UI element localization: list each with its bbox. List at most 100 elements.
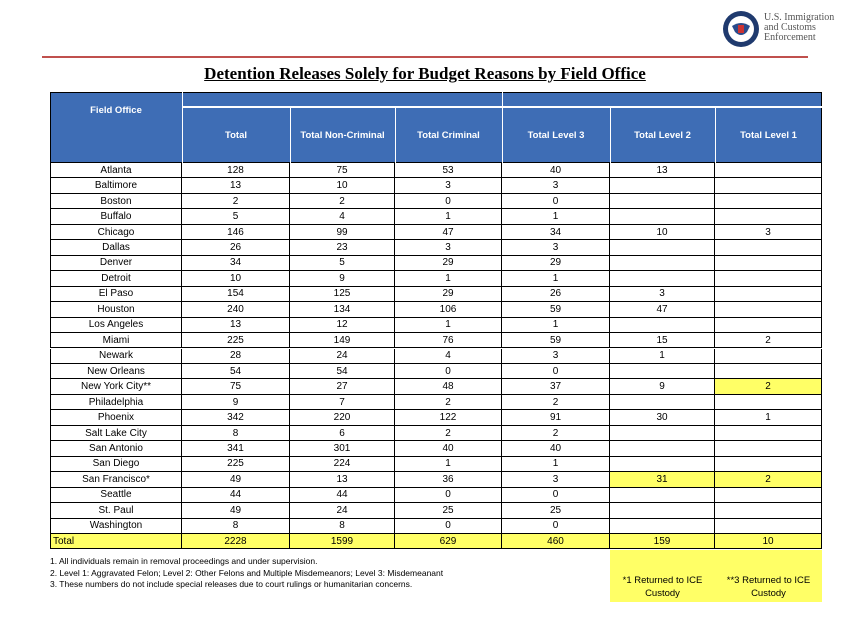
cell: 2 <box>502 394 610 411</box>
cell <box>715 487 822 504</box>
cell: 1 <box>502 209 610 225</box>
cell: 25 <box>395 503 502 519</box>
cell <box>715 394 822 411</box>
cell: 26 <box>182 240 290 256</box>
cell: 0 <box>395 193 502 210</box>
cell <box>715 363 822 380</box>
cell: 34 <box>182 255 290 272</box>
cell: 460 <box>502 534 610 550</box>
cell: 122 <box>395 410 502 426</box>
cell: 15 <box>610 333 715 349</box>
cell: 59 <box>502 302 610 318</box>
cell: 30 <box>610 410 715 426</box>
note: 3. These numbers do not include special … <box>50 579 413 589</box>
cell <box>715 178 822 194</box>
logo-line: Enforcement <box>764 32 816 43</box>
cell: 4 <box>395 348 502 364</box>
cell <box>610 255 715 272</box>
cell: 301 <box>290 441 395 457</box>
column-header: Field Office <box>90 104 142 116</box>
cell: 1 <box>395 271 502 287</box>
cell <box>610 240 715 256</box>
cell: 3 <box>715 224 822 241</box>
cell: 23 <box>290 240 395 256</box>
column-header: Total Criminal <box>417 130 480 141</box>
cell: 36 <box>395 472 502 488</box>
column-header: Total <box>225 130 247 141</box>
header-divider <box>715 108 716 163</box>
cell: 0 <box>502 363 610 380</box>
cell: 8 <box>290 518 395 534</box>
cell <box>610 363 715 380</box>
cell: 0 <box>502 487 610 504</box>
footnote-box: **3 Returned to ICE Custody <box>715 550 822 602</box>
cell: 3 <box>395 240 502 256</box>
cell: 29 <box>395 286 502 303</box>
cell: 2 <box>395 425 502 442</box>
cell <box>610 425 715 442</box>
cell: 341 <box>182 441 290 457</box>
cell <box>715 302 822 318</box>
cell: 24 <box>290 503 395 519</box>
cell <box>715 518 822 534</box>
rule <box>42 56 808 58</box>
cell: 159 <box>610 534 715 550</box>
cell <box>715 163 822 179</box>
cell: 9 <box>610 379 715 395</box>
cell: 146 <box>182 224 290 241</box>
title: Detention Releases Solely for Budget Rea… <box>204 64 646 83</box>
cell: 154 <box>182 286 290 303</box>
cell: 10 <box>715 534 822 550</box>
cell: 31 <box>610 472 715 488</box>
cell: 40 <box>502 163 610 179</box>
cell: 28 <box>182 348 290 364</box>
cell <box>610 441 715 457</box>
cell: 1 <box>502 456 610 473</box>
cell: 13 <box>610 163 715 179</box>
cell <box>610 209 715 225</box>
cell: 4 <box>290 209 395 225</box>
cell: 3 <box>502 240 610 256</box>
logo-line: U.S. Immigration <box>764 12 835 23</box>
header-strip-line <box>182 106 822 108</box>
cell: 10 <box>610 224 715 241</box>
row-label: Baltimore <box>50 178 182 194</box>
note: 2. Level 1: Aggravated Felon; Level 2: O… <box>50 567 444 578</box>
cell: 49 <box>182 472 290 488</box>
cell: 2 <box>715 379 822 395</box>
cell <box>715 503 822 519</box>
cell: 37 <box>502 379 610 395</box>
cell: 10 <box>290 178 395 194</box>
cell <box>610 394 715 411</box>
row-label: Houston <box>50 302 182 318</box>
cell: 8 <box>182 425 290 442</box>
cell: 3 <box>502 472 610 488</box>
row-label: San Diego <box>50 456 182 473</box>
cell: 149 <box>290 333 395 349</box>
cell <box>610 193 715 210</box>
cell: 3 <box>395 178 502 194</box>
cell: 44 <box>290 487 395 504</box>
cell: 40 <box>395 441 502 457</box>
cell: 2228 <box>182 534 290 550</box>
row-label: Dallas <box>50 240 182 256</box>
cell: 1 <box>610 348 715 364</box>
cell: 47 <box>395 224 502 241</box>
cell: 26 <box>502 286 610 303</box>
column-header: Total Level 2 <box>634 130 691 141</box>
cell: 91 <box>502 410 610 426</box>
cell <box>610 317 715 334</box>
cell: 9 <box>290 271 395 287</box>
row-label: New Orleans <box>50 363 182 380</box>
row-label: Salt Lake City <box>50 425 182 442</box>
cell <box>610 271 715 287</box>
cell: 76 <box>395 333 502 349</box>
logo-line: and Customs <box>764 22 816 33</box>
cell <box>715 240 822 256</box>
cell: 9 <box>182 394 290 411</box>
row-label: San Francisco* <box>50 472 182 488</box>
cell: 1 <box>502 317 610 334</box>
footnote-box: *1 Returned to ICE Custody <box>610 550 715 602</box>
cell: 34 <box>502 224 610 241</box>
cell: 0 <box>395 363 502 380</box>
